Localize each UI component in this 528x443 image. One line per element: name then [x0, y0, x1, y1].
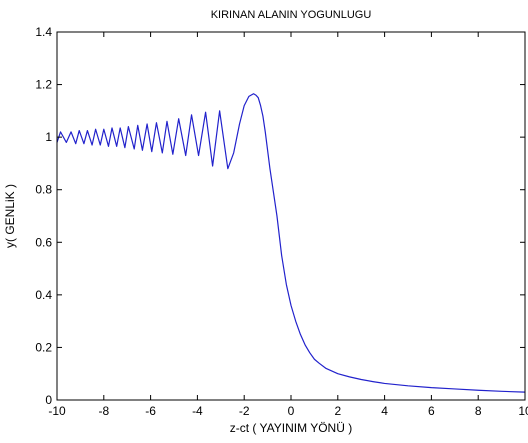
- x-tick-label: -4: [192, 404, 203, 418]
- chart-title: KIRINAN ALANIN YOGUNLUGU: [211, 9, 372, 21]
- y-tick-label: 1.2: [35, 78, 52, 92]
- x-tick-label: -2: [239, 404, 250, 418]
- series-line-1: [56, 93, 526, 393]
- x-tick-label: -6: [145, 404, 156, 418]
- y-tick-label: 0.6: [35, 235, 52, 249]
- x-tick-label: 4: [381, 404, 388, 418]
- y-tick-label: 1.4: [35, 25, 52, 39]
- y-tick-label: 0.2: [35, 340, 52, 354]
- x-tick-label: -8: [98, 404, 109, 418]
- x-tick-label: 10: [518, 404, 528, 418]
- x-tick-label: 2: [334, 404, 341, 418]
- x-tick-label: 6: [428, 404, 435, 418]
- plot-area: [56, 93, 526, 393]
- y-axis-title: y( GENLiK ): [3, 184, 17, 248]
- y-tick-label: 1: [45, 130, 52, 144]
- x-tick-label: 0: [288, 404, 295, 418]
- y-tick-label: 0.4: [35, 288, 52, 302]
- y-tick-label: 0.8: [35, 183, 52, 197]
- y-axis: 0 0.2 0.4 0.6 0.8 1 1.2 1.4: [35, 25, 525, 407]
- y-tick-label: 0: [45, 393, 52, 407]
- x-tick-label: 8: [475, 404, 482, 418]
- x-tick-label: -10: [48, 404, 66, 418]
- x-axis-title: z-ct ( YAYINIM YÖNÜ ): [230, 421, 352, 435]
